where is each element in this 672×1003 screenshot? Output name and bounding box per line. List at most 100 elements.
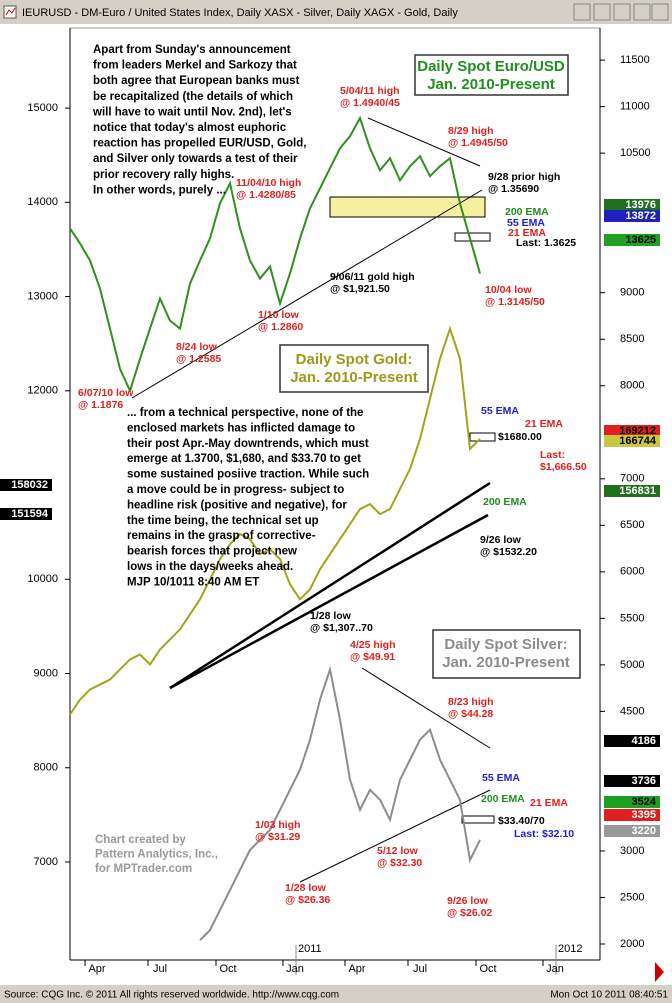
y2-tick-label: 2500 bbox=[620, 891, 644, 903]
year-label: 2011 bbox=[298, 943, 322, 955]
title-box bbox=[279, 344, 429, 393]
scroll-arrow[interactable] bbox=[655, 962, 664, 982]
commentary: some sustained posiive traction. While s… bbox=[127, 469, 369, 481]
annotation: 1/28 low bbox=[310, 610, 352, 622]
price-badge-label: 156831 bbox=[619, 485, 656, 497]
annotation: @ 1.35690 bbox=[488, 183, 539, 195]
price-badge bbox=[604, 775, 660, 787]
y-tick-label: 12000 bbox=[27, 385, 58, 397]
y-tick-label: 8000 bbox=[34, 762, 58, 774]
annotation: @ 1.4280/85 bbox=[236, 189, 296, 201]
price-badge bbox=[604, 210, 660, 222]
x-tick-label: Jul bbox=[413, 963, 427, 975]
y-tick-label: 13000 bbox=[27, 290, 58, 302]
commentary: their post Apr.-May downtrends, which mu… bbox=[127, 438, 369, 450]
footer-timestamp: Mon Oct 10 2011 08:40:51 bbox=[550, 990, 668, 1001]
minimize-button[interactable] bbox=[613, 3, 631, 21]
commentary: remains in the grasp of corrective- bbox=[127, 530, 316, 542]
price-badge bbox=[604, 825, 660, 837]
box-title: Daily Spot Gold: bbox=[296, 351, 413, 368]
annotation: @ 1.3145/50 bbox=[485, 296, 545, 308]
commentary: reaction has propelled EUR/USD, Gold, bbox=[93, 138, 306, 150]
price-box bbox=[461, 815, 495, 824]
box-title: Jan. 2010-Present bbox=[290, 369, 418, 386]
y2-tick-label: 4500 bbox=[620, 705, 644, 717]
x-tick-label: Jul bbox=[153, 963, 167, 975]
commentary: Apart from Sunday's announcement bbox=[93, 44, 291, 56]
header-bar bbox=[0, 0, 672, 24]
annotation: 1/28 low bbox=[285, 882, 327, 894]
annotation: 21 EMA bbox=[525, 418, 563, 430]
annotation: 9/28 prior high bbox=[488, 171, 560, 183]
trendline bbox=[169, 481, 491, 690]
annotation: @ $31.29 bbox=[255, 831, 300, 843]
annotation: @ 1.2860 bbox=[258, 321, 303, 333]
annotation: @ $32.30 bbox=[377, 857, 422, 869]
y-tick-label: 10000 bbox=[27, 573, 58, 585]
annotation: 6/07/10 low bbox=[78, 387, 134, 399]
commentary: bearish forces that project new bbox=[127, 546, 297, 558]
trendline bbox=[367, 117, 481, 167]
commentary: notice that today's almost euphoric bbox=[93, 122, 287, 134]
commentary: enclosed markets has inflicted damage to bbox=[127, 422, 355, 434]
y-tick-label: 7000 bbox=[34, 856, 58, 868]
footer-source: Source: CQG Inc. © 2011 All rights reser… bbox=[4, 990, 339, 1001]
annotation: 5/12 low bbox=[377, 845, 419, 857]
commentary: from leaders Merkel and Sarkozy that bbox=[93, 60, 297, 72]
x-tick-label: Oct bbox=[479, 963, 496, 975]
price-line bbox=[69, 115, 481, 394]
resistance-zone bbox=[329, 196, 486, 218]
box-title: Jan. 2010-Present bbox=[427, 76, 555, 93]
annotation: @ $26.36 bbox=[285, 894, 330, 906]
price-badge bbox=[604, 234, 660, 246]
price-badge-label: 3524 bbox=[632, 796, 657, 808]
y2-tick-label: 8500 bbox=[620, 333, 644, 345]
commentary: a move could be in progress- subject to bbox=[127, 484, 344, 496]
maximize-button[interactable] bbox=[593, 3, 611, 21]
annotation: 9/26 low bbox=[447, 895, 489, 907]
annotation: Last: 1.3625 bbox=[516, 237, 576, 249]
annotation: 9/06/11 gold high bbox=[330, 271, 415, 283]
restore-button[interactable] bbox=[573, 3, 591, 21]
annotation: 8/24 low bbox=[176, 341, 218, 353]
annotation: @ $1,307..70 bbox=[310, 622, 373, 634]
x-tick-label: Apr bbox=[348, 963, 365, 975]
price-badge-label: 3736 bbox=[632, 775, 656, 787]
commentary: In other words, purely ... bbox=[93, 184, 226, 196]
close-button[interactable] bbox=[633, 3, 651, 21]
chart-icon-line bbox=[5, 7, 16, 16]
annotation: 8/29 high bbox=[448, 125, 494, 137]
commentary: emerge at 1.3700, $1,680, and $33.70 to … bbox=[127, 453, 361, 465]
y2-tick-label: 8000 bbox=[620, 380, 644, 392]
x-tick-label: Oct bbox=[219, 963, 236, 975]
price-badge-label: 4186 bbox=[632, 735, 656, 747]
annotation: @ $49.91 bbox=[350, 651, 395, 663]
annotation: $33.40/70 bbox=[498, 815, 545, 827]
commentary: lows in the days/weeks ahead. bbox=[127, 561, 293, 573]
annotation: Last: $32.10 bbox=[514, 828, 574, 840]
trendline bbox=[131, 189, 483, 399]
commentary: MJP 10/1011 8:40 AM ET bbox=[127, 576, 259, 588]
price-badge bbox=[604, 199, 660, 211]
y2-tick-label: 11000 bbox=[620, 101, 650, 113]
help-button[interactable] bbox=[651, 3, 669, 21]
price-badge bbox=[0, 479, 52, 491]
price-badge-label: 3220 bbox=[632, 825, 656, 837]
annotation: 55 EMA bbox=[481, 405, 519, 417]
annotation: 1/10 low bbox=[258, 309, 300, 321]
price-badge bbox=[604, 435, 660, 447]
commentary: be recapitalized (the details of which bbox=[93, 91, 293, 103]
commentary: Pattern Analytics, Inc., bbox=[95, 849, 218, 861]
y2-tick-label: 6000 bbox=[620, 566, 644, 578]
price-badge-label: 13872 bbox=[625, 210, 656, 222]
commentary: headline risk (positive and negative), f… bbox=[127, 499, 347, 511]
commentary: will have to wait until Nov. 2nd), let's bbox=[92, 106, 292, 118]
price-badge bbox=[604, 425, 660, 437]
trendline bbox=[361, 667, 491, 749]
price-line bbox=[199, 665, 481, 941]
price-badge-label: 151594 bbox=[11, 508, 49, 520]
trendline bbox=[299, 789, 491, 883]
annotation: 21 EMA bbox=[530, 797, 568, 809]
